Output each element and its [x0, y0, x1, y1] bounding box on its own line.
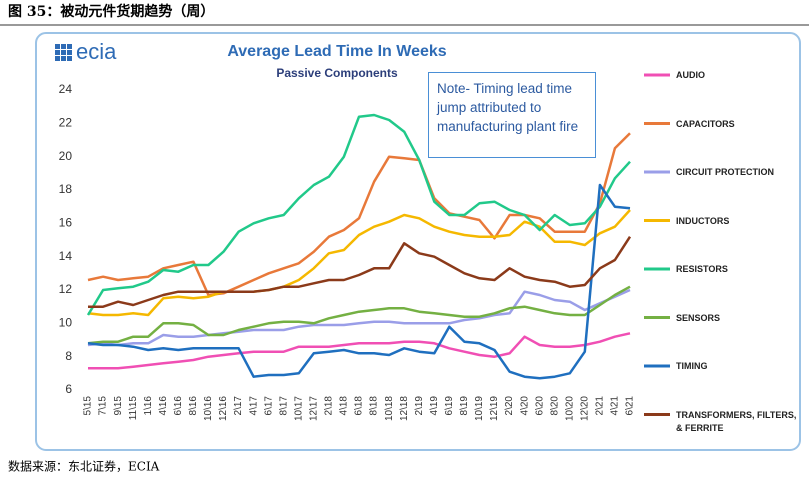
- x-tick-label: 8\20: [549, 396, 560, 416]
- y-tick-label: 18: [59, 182, 73, 196]
- series-line: [87, 209, 631, 317]
- x-tick-label: 8\16: [188, 396, 199, 416]
- x-tick-label: 2\20: [504, 396, 515, 416]
- x-tick-label: 12\17: [308, 396, 319, 421]
- legend-label: INDUCTORS: [676, 215, 730, 226]
- chart-title: Average Lead Time In Weeks: [227, 43, 446, 60]
- x-tick-label: 6\17: [263, 396, 274, 416]
- series-line: [88, 332, 631, 370]
- x-tick-label: 10\20: [564, 396, 575, 421]
- x-tick-label: 7\15: [98, 396, 109, 416]
- x-tick-label: 12\16: [218, 396, 229, 421]
- x-tick-label: 4\21: [610, 396, 621, 416]
- x-tick-label: 2\19: [414, 396, 425, 416]
- x-tick-label: 6\20: [534, 396, 545, 416]
- x-tick-label: 12\18: [399, 396, 410, 421]
- x-tick-label: 8\19: [459, 396, 470, 416]
- x-tick-label: 5\15: [83, 396, 94, 416]
- y-tick-label: 22: [59, 116, 73, 130]
- x-tick-label: 1\16: [143, 396, 154, 416]
- x-tick-label: 2\18: [324, 396, 335, 416]
- x-tick-label: 12\20: [579, 396, 590, 421]
- logo-icon: [55, 44, 72, 61]
- y-tick-label: 10: [59, 316, 73, 330]
- legend-label: TRANSFORMERS, FILTERS, & FERRITE: [676, 409, 797, 433]
- series-line: [88, 236, 632, 308]
- y-tick-label: 6: [65, 382, 72, 396]
- y-tick-label: 16: [59, 216, 73, 230]
- x-tick-label: 12\19: [489, 396, 500, 421]
- y-tick-label: 24: [59, 82, 73, 96]
- x-tick-label: 10\19: [474, 396, 485, 421]
- annotation: Note- Timing lead time jump attributed t…: [428, 72, 596, 158]
- source-note: 数据来源：东北证券，ECIA: [8, 459, 160, 474]
- x-tick-label: 4\20: [519, 396, 530, 416]
- legend-label: CIRCUIT PROTECTION: [676, 167, 774, 177]
- x-tick-label: 11\15: [128, 396, 139, 421]
- y-tick-label: 14: [59, 249, 73, 263]
- x-tick-label: 2\21: [595, 396, 606, 416]
- legend-label: AUDIO: [676, 70, 705, 80]
- x-tick-label: 6\21: [625, 396, 636, 416]
- chart-subtitle: Passive Components: [276, 66, 398, 80]
- figure-header: 图 35：被动元件货期趋势（周）: [8, 3, 214, 20]
- x-tick-label: 6\19: [444, 396, 455, 416]
- series-line: [87, 132, 631, 297]
- x-tick-label: 8\17: [278, 396, 289, 416]
- logo-text: ecia: [76, 39, 117, 64]
- x-tick-label: 4\17: [248, 396, 259, 416]
- legend-label: CAPACITORS: [676, 118, 735, 129]
- x-tick-label: 9\15: [113, 396, 124, 416]
- series-line: [87, 285, 631, 345]
- x-tick-label: 10\16: [203, 396, 214, 421]
- series-line: [86, 113, 631, 316]
- chart-frame: [35, 32, 801, 451]
- legend-label: RESISTORS: [676, 264, 728, 274]
- y-tick-label: 12: [59, 282, 73, 296]
- x-tick-label: 10\18: [384, 396, 395, 421]
- y-tick-label: 8: [65, 349, 72, 363]
- x-tick-label: 4\19: [429, 396, 440, 416]
- legend-label: SENSORS: [676, 312, 721, 323]
- x-tick-label: 2\17: [233, 396, 244, 416]
- x-tick-label: 8\18: [369, 396, 380, 416]
- y-tick-label: 20: [59, 149, 73, 163]
- series-line: [87, 183, 631, 380]
- x-tick-label: 4\16: [158, 396, 169, 416]
- x-tick-label: 6\18: [354, 396, 365, 416]
- legend-label: TIMING: [676, 361, 708, 371]
- x-tick-label: 6\16: [173, 396, 184, 416]
- x-tick-label: 10\17: [293, 396, 304, 421]
- x-tick-label: 4\18: [339, 396, 350, 416]
- series-line: [87, 288, 631, 347]
